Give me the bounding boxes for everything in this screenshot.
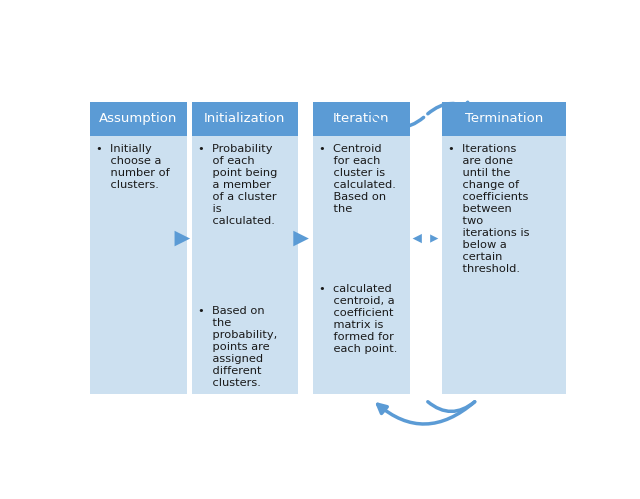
- FancyBboxPatch shape: [191, 102, 298, 136]
- Text: Iteration: Iteration: [333, 112, 390, 125]
- Text: Initialization: Initialization: [204, 112, 285, 125]
- FancyBboxPatch shape: [313, 102, 410, 136]
- Text: •  Initially
    choose a
    number of
    clusters.: • Initially choose a number of clusters.: [96, 144, 170, 190]
- Text: Termination: Termination: [465, 112, 543, 125]
- FancyBboxPatch shape: [313, 136, 410, 394]
- Text: Assumption: Assumption: [99, 112, 177, 125]
- Text: •  calculated
    centroid, a
    coefficient
    matrix is
    formed for
    e: • calculated centroid, a coefficient mat…: [319, 283, 397, 354]
- Text: •  Iterations
    are done
    until the
    change of
    coefficients
    betw: • Iterations are done until the change o…: [448, 144, 529, 274]
- Text: •  Centroid
    for each
    cluster is
    calculated.
    Based on
    the: • Centroid for each cluster is calculate…: [319, 144, 396, 214]
- FancyBboxPatch shape: [90, 102, 187, 136]
- Text: •  Based on
    the
    probability,
    points are
    assigned
    different
 : • Based on the probability, points are a…: [198, 306, 277, 388]
- FancyBboxPatch shape: [442, 136, 566, 394]
- FancyBboxPatch shape: [191, 136, 298, 394]
- Text: •  Probability
    of each
    point being
    a member
    of a cluster
    is
: • Probability of each point being a memb…: [198, 144, 277, 226]
- FancyBboxPatch shape: [442, 102, 566, 136]
- FancyBboxPatch shape: [90, 136, 187, 394]
